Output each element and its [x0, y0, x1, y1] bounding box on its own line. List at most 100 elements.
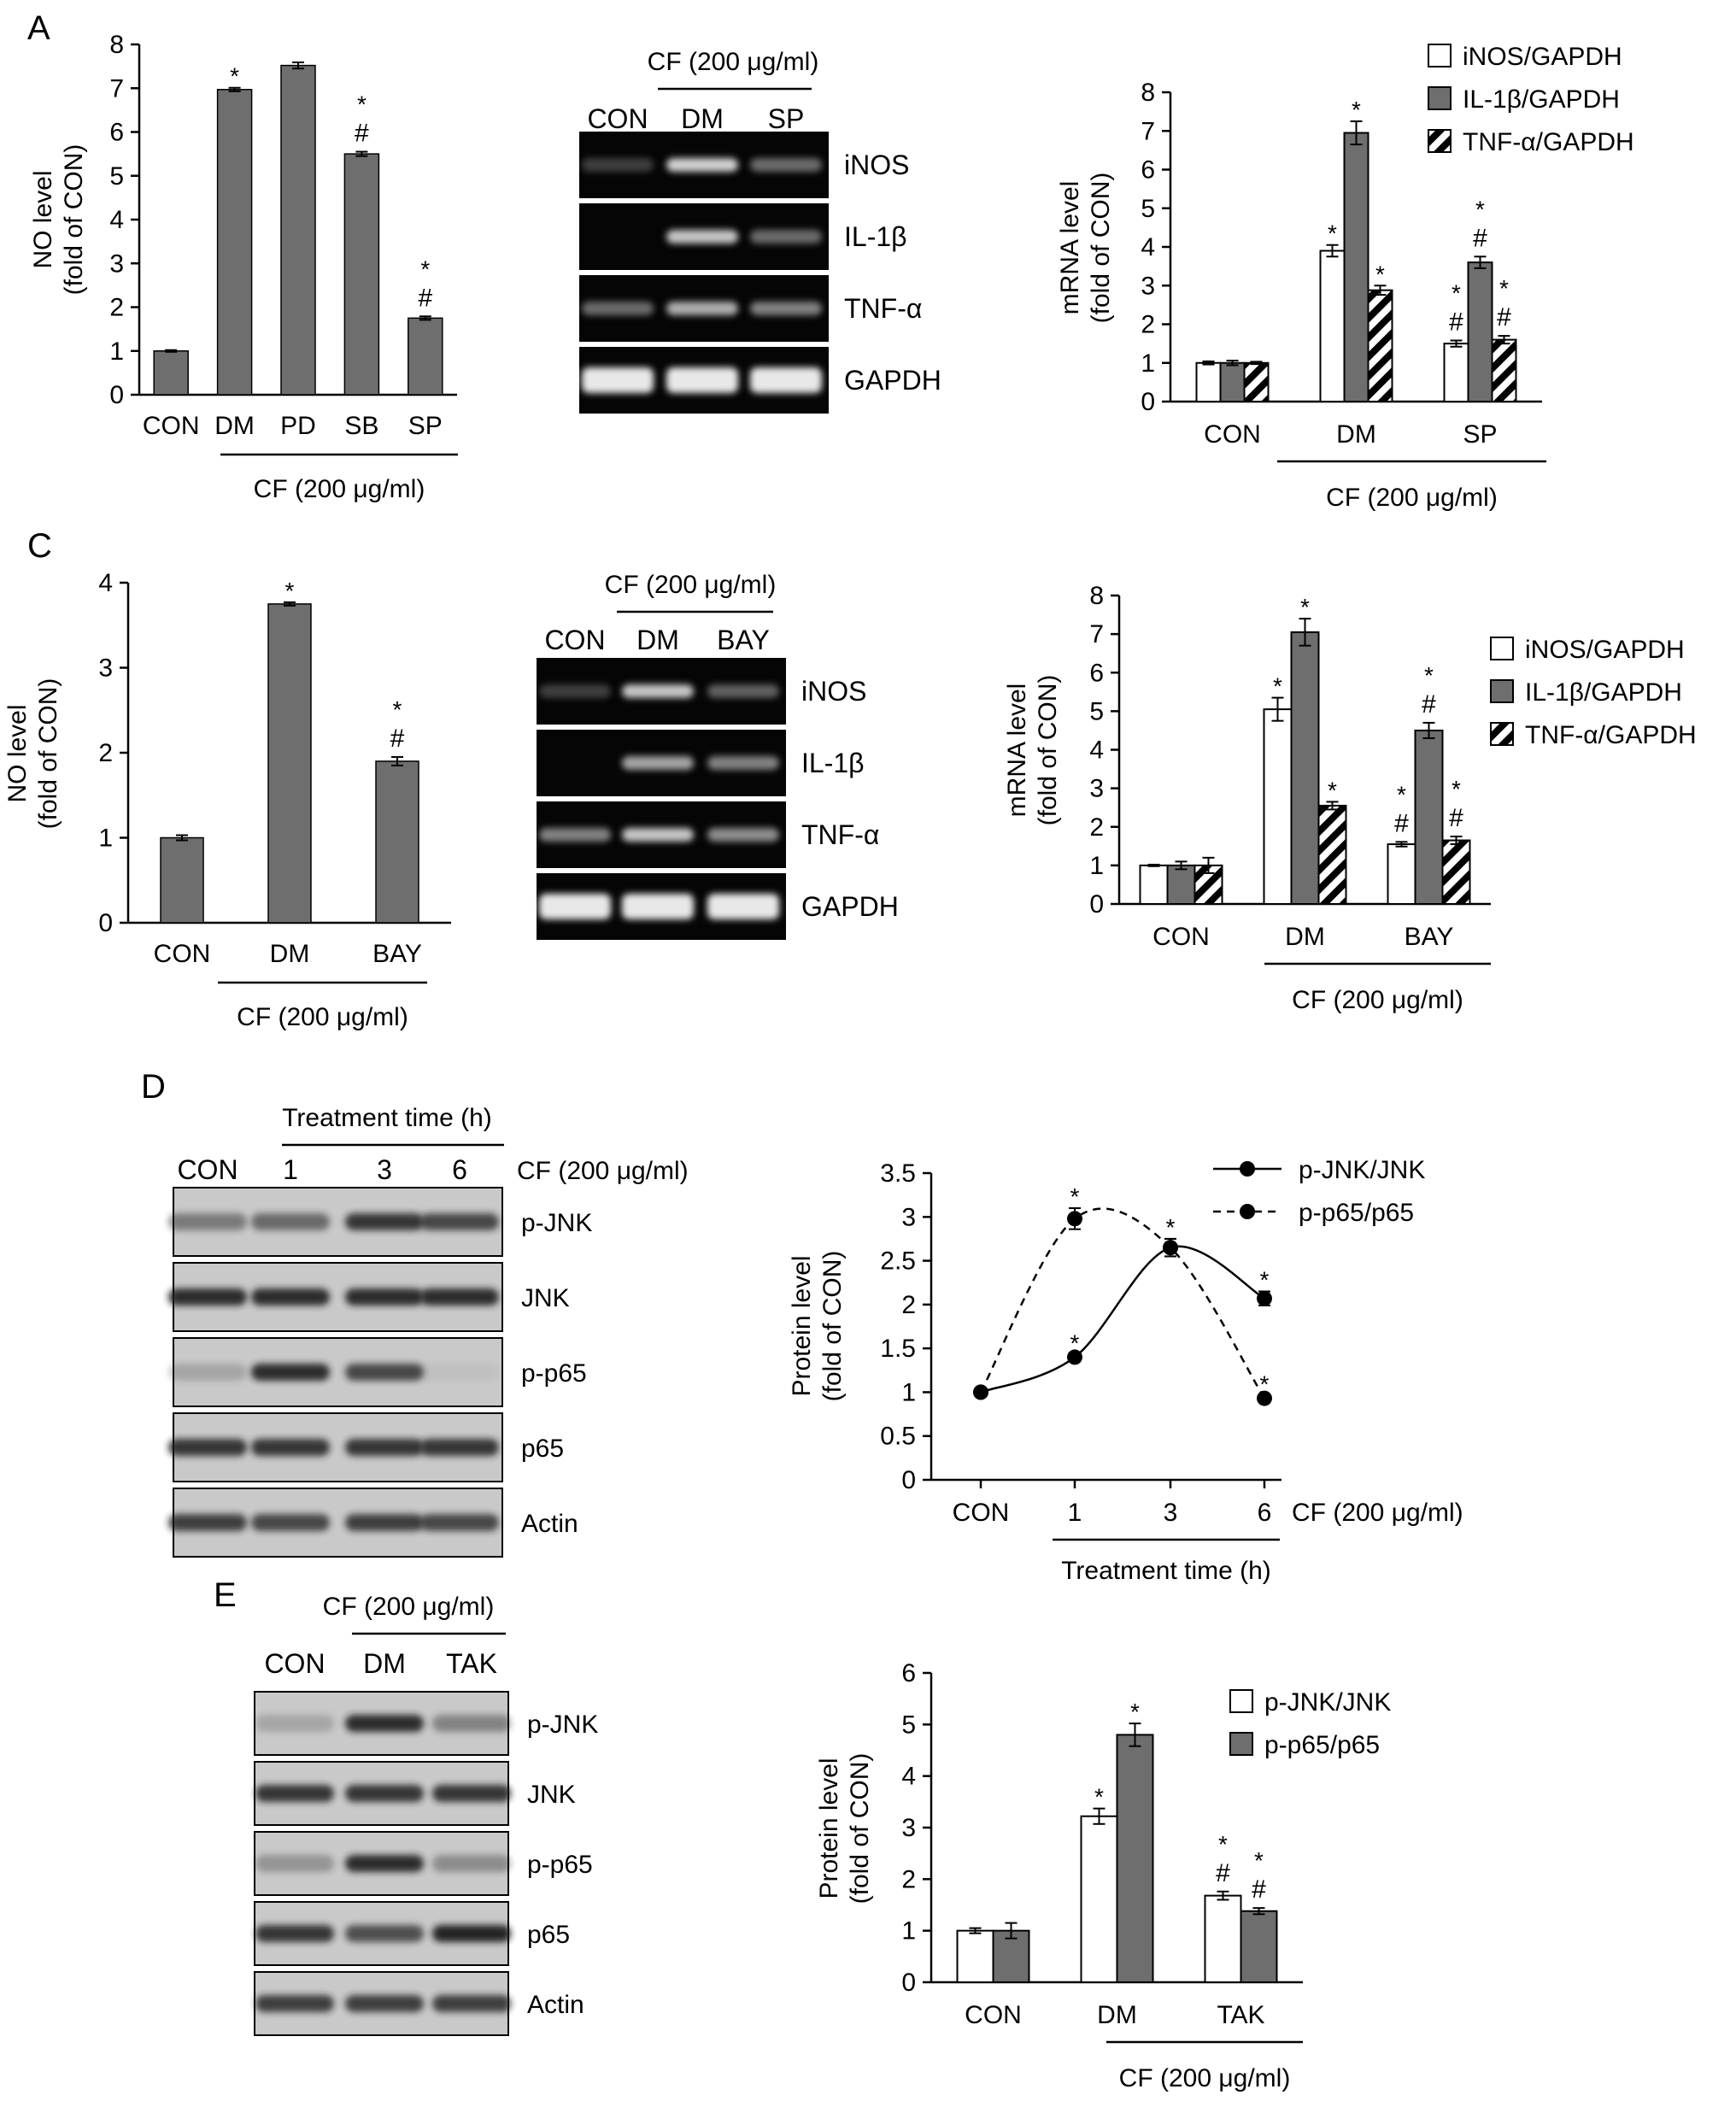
C2-bar-dark: [1290, 631, 1320, 906]
B-legend-label: IL-1β/GAPDH: [1463, 85, 1620, 114]
blot-D-lane-label: 1: [283, 1154, 298, 1185]
C2-legend-swatch: [1490, 679, 1514, 703]
blot-E-row-label: p65: [527, 1921, 570, 1949]
blot-E-row-label: JNK: [527, 1781, 576, 1809]
blot-B-band: [750, 302, 822, 315]
blot-B-row: [579, 132, 829, 198]
blot-C-band: [622, 756, 694, 770]
blot-B-band: [750, 367, 822, 393]
D-x-side-label: CF (200 μg/ml): [1292, 1499, 1463, 1527]
blot-E-row-label: p-p65: [527, 1851, 593, 1879]
blot-C-band: [539, 828, 611, 842]
C1-bar: [160, 836, 204, 924]
C1-sig-star: *: [285, 578, 295, 604]
D-sig-star: *: [1260, 1371, 1270, 1398]
blot-E-band: [432, 1715, 511, 1732]
blot-E-band: [432, 1785, 511, 1802]
blot-D-header: Treatment time (h): [282, 1104, 492, 1132]
D-x-label: Treatment time (h): [1061, 1557, 1271, 1585]
C1-group-label: CF (200 μg/ml): [237, 1003, 408, 1031]
A-bar: [280, 64, 316, 396]
C2-legend-label: TNF-α/GAPDH: [1525, 721, 1697, 749]
B-y-tick-label: 2: [1141, 311, 1155, 339]
E-y-tick-label: 1: [901, 1917, 916, 1945]
A-bar: [216, 89, 253, 396]
blot-C-row-label: TNF-α: [801, 819, 879, 850]
E-sig-star: *: [1130, 1699, 1140, 1725]
D-y-tick-label: 0: [901, 1466, 916, 1494]
blot-D-row-label: p-JNK: [521, 1209, 592, 1237]
blot-D-band: [420, 1288, 499, 1306]
A-y-tick-label: 4: [109, 206, 124, 234]
blot-B-band: [750, 158, 822, 172]
blot-E-band: [432, 1855, 511, 1872]
C2-sig-star: *: [1452, 776, 1461, 802]
E-sig-star: *: [1218, 1831, 1228, 1857]
blot-E-band: [432, 1995, 511, 2012]
blot-D-band: [168, 1288, 247, 1306]
blot-B-band: [582, 302, 654, 315]
B-group-label: CF (200 μg/ml): [1326, 484, 1498, 512]
blot-C-row: [537, 801, 786, 868]
blot-D-band: [168, 1364, 247, 1381]
blot-D-side-label: CF (200 μg/ml): [517, 1157, 689, 1185]
B-sig-hash: #: [1473, 224, 1487, 252]
blot-B-band: [582, 367, 654, 393]
blot-D-row: [168, 1412, 503, 1482]
E-sig-hash: #: [1216, 1859, 1230, 1887]
blot-D-band: [420, 1213, 499, 1230]
blot-B-lane-label: DM: [681, 103, 724, 134]
B-legend-label: TNF-α/GAPDH: [1463, 128, 1634, 156]
blot-E-band: [255, 1855, 334, 1872]
D-y-tick-label: 0.5: [880, 1423, 916, 1451]
E-sig-hash: #: [1252, 1875, 1266, 1904]
blot-E-band: [255, 1715, 334, 1732]
A-sig-star: *: [357, 91, 367, 118]
panel-label: A: [27, 9, 50, 47]
blot-D-lane-label: CON: [177, 1154, 238, 1185]
B-sig-hash: #: [1497, 303, 1511, 332]
C1-y-tick-label: 2: [98, 739, 113, 767]
E-y-tick-label: 5: [901, 1711, 916, 1739]
blot-C-band: [707, 684, 779, 698]
blot-C-band: [539, 684, 611, 698]
A-y-tick-label: 2: [109, 294, 124, 322]
blot-D-band: [345, 1288, 424, 1306]
blot-B-row: [579, 275, 829, 342]
blot-D-lane-label: 3: [377, 1154, 392, 1185]
D-point: [1067, 1349, 1082, 1365]
C1-x-tick-label: BAY: [372, 940, 422, 968]
C2-bar-hatched: [1441, 839, 1471, 906]
A-bar: [153, 350, 189, 396]
blot-D-band: [251, 1213, 330, 1230]
blot-C-band: [622, 828, 694, 842]
C2-sig-star: *: [1397, 781, 1406, 807]
D-y-tick-label: 3.5: [880, 1159, 916, 1188]
A-x-tick-label: SP: [408, 412, 443, 440]
blot-E-header: CF (200 μg/ml): [323, 1593, 495, 1621]
C1-y-label: (fold of CON): [34, 678, 62, 830]
C2-legend-swatch: [1490, 722, 1514, 746]
blot-B-header: CF (200 μg/ml): [648, 48, 819, 76]
blot-B-row-label: iNOS: [844, 150, 909, 180]
D-series-line: [979, 1207, 1266, 1400]
blot-D-row: [168, 1337, 503, 1407]
D-sig-star: *: [1260, 1266, 1270, 1293]
blot-E-band: [345, 1855, 424, 1872]
C1-y-tick-label: 1: [98, 825, 113, 853]
A-y-tick-label: 5: [109, 162, 124, 191]
C2-y-label: mRNA level: [1003, 684, 1031, 818]
blot-E-row: [254, 1831, 511, 1896]
D-point: [1257, 1290, 1272, 1306]
B-y-tick-label: 1: [1141, 349, 1155, 378]
D-y-tick-label: 1.5: [880, 1335, 916, 1363]
C1-y-tick-label: 3: [98, 654, 113, 683]
blot-D-band: [345, 1439, 424, 1456]
D-sig-star: *: [1070, 1329, 1080, 1356]
blot-D-band: [168, 1439, 247, 1456]
B-y-tick-label: 3: [1141, 272, 1155, 300]
blot-C-header: CF (200 μg/ml): [605, 571, 777, 599]
A-y-label: (fold of CON): [60, 144, 88, 296]
B-bar-dark: [1219, 361, 1246, 402]
B-legend-swatch: [1428, 44, 1452, 67]
